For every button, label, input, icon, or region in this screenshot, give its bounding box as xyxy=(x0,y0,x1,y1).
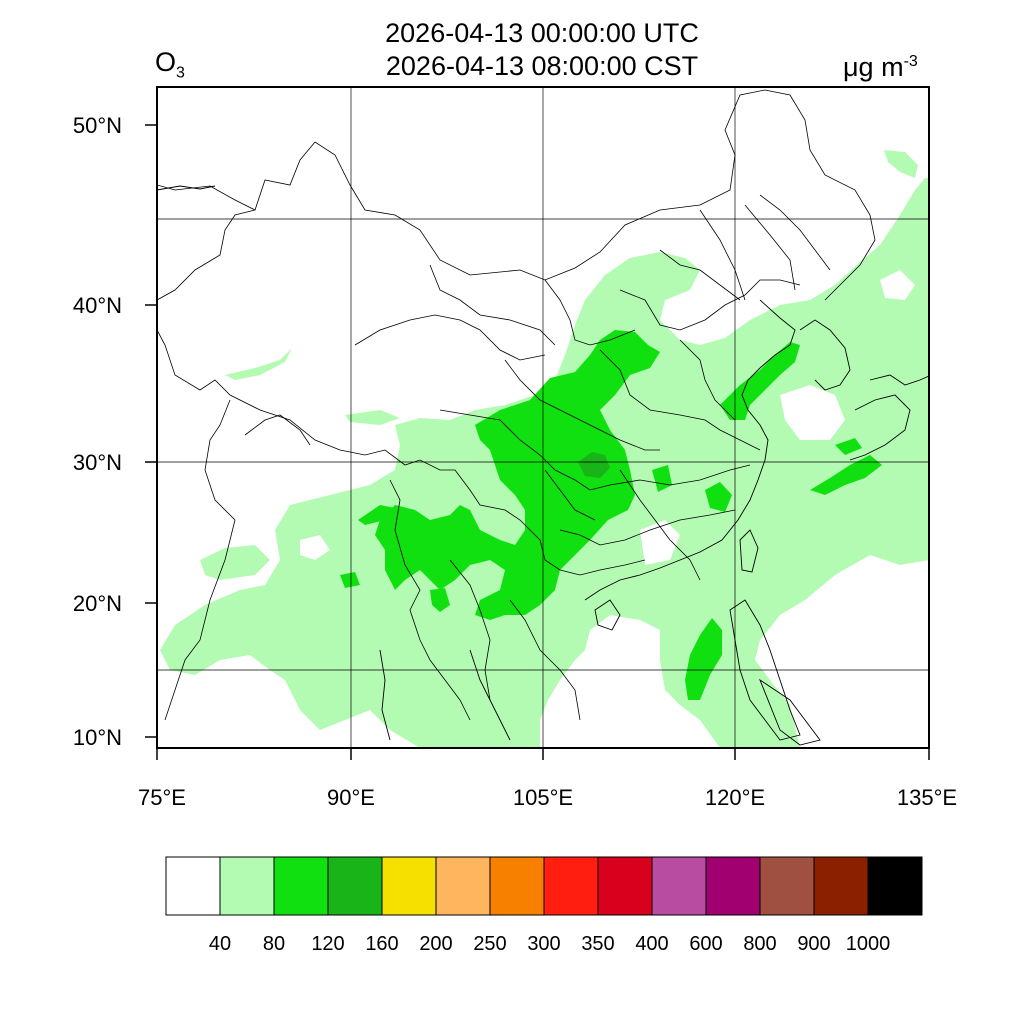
ozone-field-below-40 xyxy=(300,270,915,565)
colorbar-swatch xyxy=(327,856,383,916)
colorbar-tick-label: 900 xyxy=(797,933,831,955)
species-name: O xyxy=(155,47,177,77)
administrative-borders xyxy=(157,89,876,721)
unit-prefix: μg m xyxy=(843,52,904,82)
colorbar-tick-label: 1000 xyxy=(845,933,891,955)
graticule xyxy=(157,87,929,748)
colorbar-swatch xyxy=(759,856,815,916)
colorbar-swatch xyxy=(705,856,761,916)
species-subscript: 3 xyxy=(176,64,185,82)
colorbar-tick-label: 350 xyxy=(581,933,615,955)
lon-label-135e: 135°E xyxy=(896,785,958,810)
colorbar-tick-label: 300 xyxy=(527,933,561,955)
title-utc-time: 2026-04-13 00:00:00 UTC xyxy=(385,18,699,48)
colorbar-tick-label: 400 xyxy=(635,933,669,955)
colorbar-tick-label: 160 xyxy=(365,933,399,955)
colorbar-swatch xyxy=(489,856,545,916)
colorbar-tick-label: 800 xyxy=(743,933,777,955)
colorbar-tick-label: 200 xyxy=(419,933,453,955)
colorbar-swatch xyxy=(543,856,599,916)
colorbar-swatch xyxy=(273,856,329,916)
lat-label-30n: 30°N xyxy=(72,450,122,475)
lat-label-50n: 50°N xyxy=(72,113,122,138)
lon-label-90e: 90°E xyxy=(327,785,375,810)
lon-label-120e: 120°E xyxy=(704,785,766,810)
unit-label: μg m-3 xyxy=(843,47,918,82)
lon-label-75e: 75°E xyxy=(138,785,186,810)
axis-ticks xyxy=(145,124,930,760)
ozone-field-120-160 xyxy=(578,452,610,478)
colorbar-tick-label: 120 xyxy=(311,933,345,955)
ozone-field-80-120 xyxy=(340,330,882,700)
colorbar-tick-label: 80 xyxy=(262,933,286,955)
title-local-time: 2026-04-13 08:00:00 CST xyxy=(385,51,699,81)
colorbar-swatch xyxy=(651,856,707,916)
lat-label-10n: 10°N xyxy=(72,725,122,750)
colorbar-swatch xyxy=(165,856,221,916)
species-label: O3 xyxy=(155,47,185,88)
colorbar-swatch xyxy=(435,856,491,916)
lon-label-105e: 105°E xyxy=(512,785,574,810)
colorbar-swatch xyxy=(381,856,437,916)
colorbar-swatch xyxy=(219,856,275,916)
colorbar-swatch xyxy=(597,856,653,916)
colorbar-swatch xyxy=(813,856,869,916)
colorbar-tick-label: 40 xyxy=(208,933,232,955)
colorbar-tick-label: 250 xyxy=(473,933,507,955)
colorbar-swatch xyxy=(867,856,923,916)
lat-label-20n: 20°N xyxy=(72,591,122,616)
colorbar-tick-label: 600 xyxy=(689,933,723,955)
unit-exponent: -3 xyxy=(903,53,918,70)
lat-label-40n: 40°N xyxy=(72,293,122,318)
